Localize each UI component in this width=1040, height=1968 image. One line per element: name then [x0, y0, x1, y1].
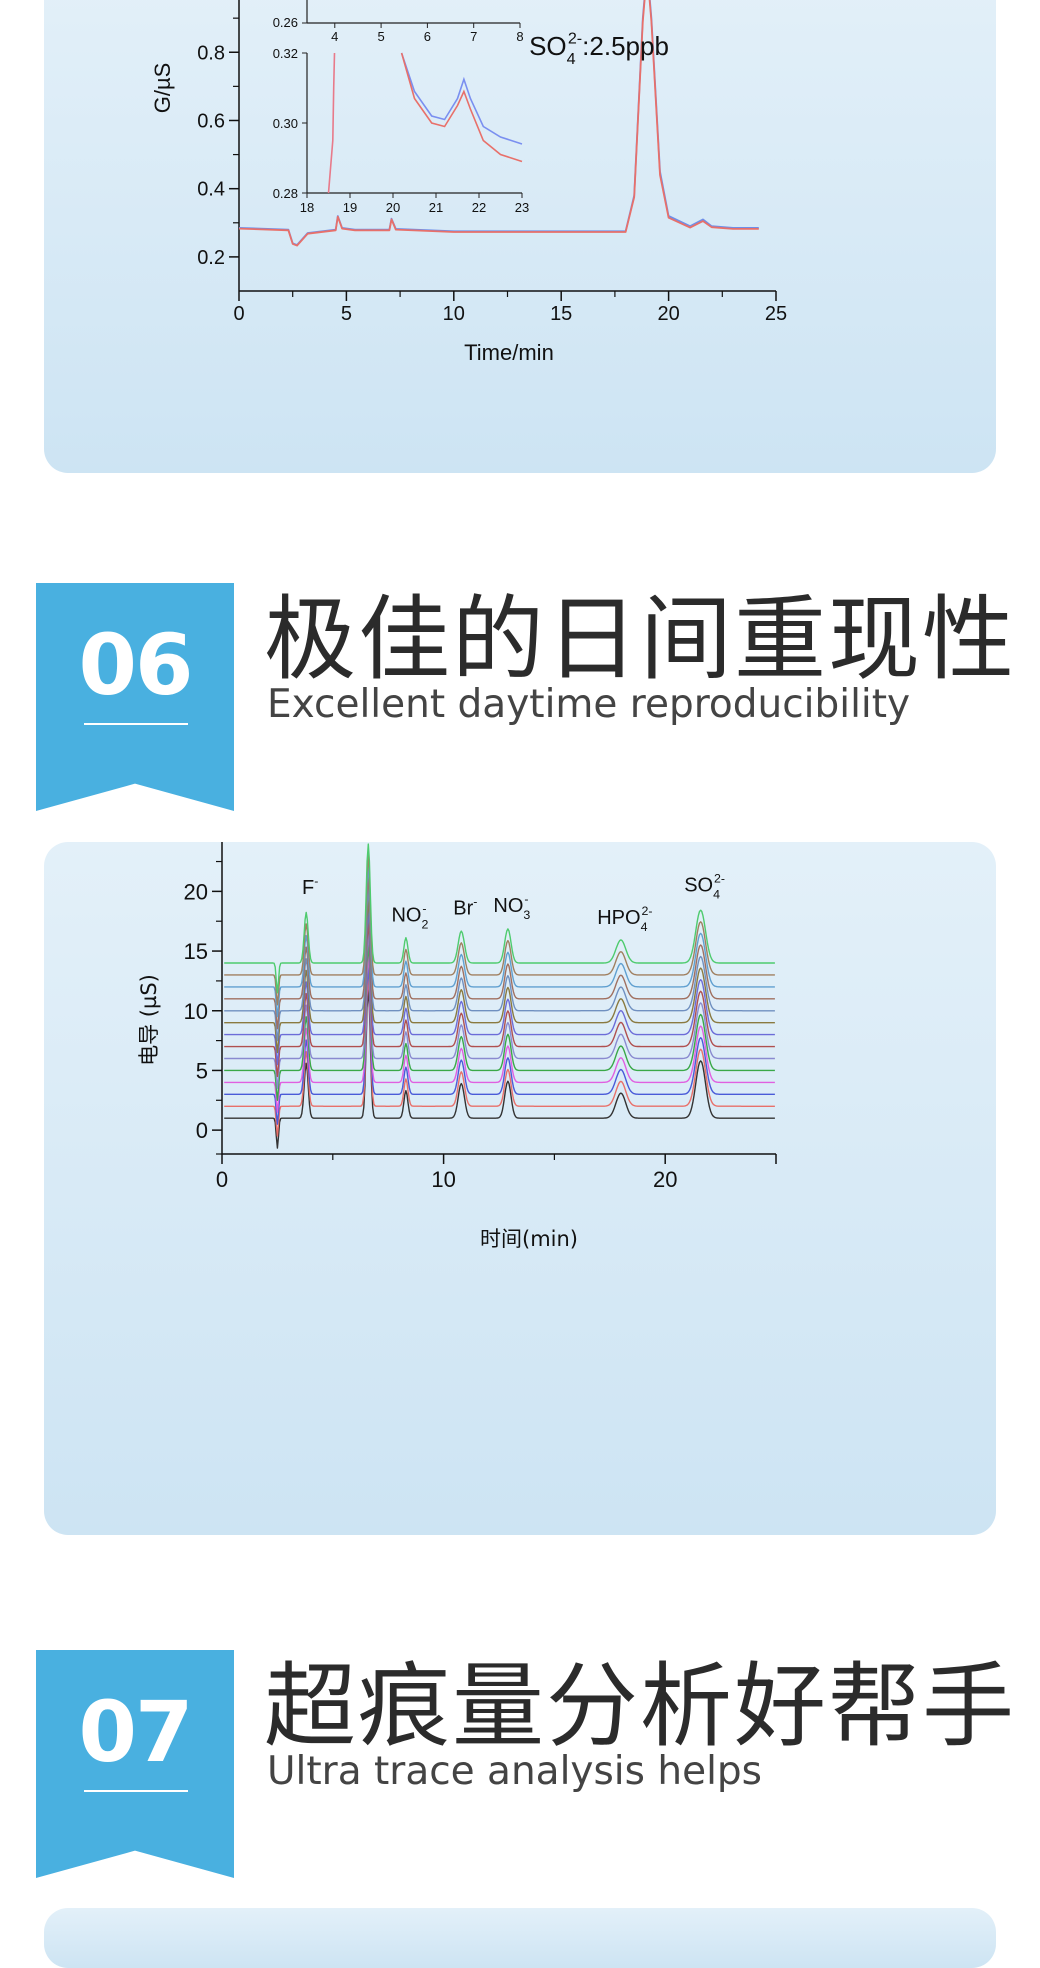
series-line — [224, 888, 775, 1042]
inset2-series-line — [400, 52, 523, 163]
inset2-x-tick-label: 21 — [429, 200, 443, 215]
series-line — [224, 843, 775, 994]
peak-label: SO42- — [684, 872, 725, 902]
chromatogram-panel-1: 0 5 10 15 20 25 0.2 0.4 0.6 0.8 Time/min G/µS 4 5 6 7 8 0… — [44, 0, 996, 473]
section-title: 极佳的日间重现性 — [264, 586, 1017, 693]
section-title: 超痕量分析好帮手 — [264, 1653, 1017, 1760]
inset2-series-line — [327, 52, 336, 194]
reproducibility-chart: 01020051015202530时间(min)电导 (µS)连续进样14次重复… — [137, 842, 777, 1251]
x-tick-label: 15 — [550, 303, 572, 325]
series-line — [224, 865, 775, 1018]
y-tick-label: 0.2 — [197, 247, 225, 269]
inset2-annotation: SO42-:2.5ppb — [529, 29, 669, 68]
y-axis-label: 电导 (µS) — [137, 974, 161, 1066]
peak-label: Br- — [453, 894, 477, 919]
series-line — [224, 943, 775, 1101]
series-line — [224, 854, 775, 1006]
x-tick-label: 0 — [216, 1167, 228, 1192]
x-tick-label: 0 — [233, 303, 244, 325]
x-tick-label: 20 — [657, 303, 679, 325]
inset2-y-tick-label: 0.28 — [273, 186, 298, 201]
y-axis-label: G/µS — [150, 63, 175, 114]
y-tick-label: 0.8 — [197, 42, 225, 64]
series-line — [224, 966, 775, 1125]
series-line — [224, 988, 775, 1149]
chromatogram-chart-1: 0 5 10 15 20 25 0.2 0.4 0.6 0.8 Time/min G/µS 4 5 6 7 8 0… — [150, 0, 787, 365]
y-tick-label: 25 — [184, 842, 208, 845]
y-tick-label: 15 — [184, 939, 208, 964]
x-tick-label: 10 — [443, 303, 465, 325]
y-tick-label: 0 — [196, 1118, 208, 1143]
peak-label: NO2- — [391, 902, 428, 932]
section-number: 06 — [78, 616, 194, 714]
inset2-y-tick-label: 0.32 — [273, 46, 298, 61]
x-axis-label: Time/min — [464, 340, 554, 365]
section-subtitle: Excellent daytime reproducibility — [267, 682, 911, 727]
series-line — [224, 899, 775, 1054]
series-line — [224, 876, 775, 1030]
series-line — [238, 0, 759, 247]
section-number: 07 — [78, 1683, 194, 1781]
series-line — [224, 955, 775, 1113]
inset1-x-tick-label: 6 — [424, 29, 431, 44]
inset1-x-tick-label: 5 — [377, 29, 384, 44]
inset2-x-tick-label: 18 — [300, 200, 314, 215]
peak-label: NO3- — [493, 892, 530, 922]
inset1-y-tick-label: 0.26 — [273, 15, 298, 30]
series-line — [224, 910, 775, 1066]
x-tick-label: 25 — [765, 303, 787, 325]
ribbon-underline — [84, 723, 188, 725]
y-tick-label: 10 — [184, 999, 208, 1024]
inset2-x-tick-label: 23 — [515, 200, 529, 215]
series-line — [238, 0, 759, 246]
series-line — [224, 932, 775, 1089]
inset1-x-tick-label: 8 — [516, 29, 523, 44]
inset2-series-line — [400, 52, 523, 145]
y-tick-label: 5 — [196, 1058, 208, 1083]
section-subtitle: Ultra trace analysis helps — [267, 1749, 762, 1794]
next-panel-partial — [44, 1908, 996, 1968]
inset2-x-tick-label: 22 — [472, 200, 486, 215]
ribbon-underline — [84, 1790, 188, 1792]
x-tick-label: 10 — [431, 1167, 455, 1192]
series-line — [224, 921, 775, 1078]
inset1-x-tick-label: 4 — [331, 29, 338, 44]
series-line — [224, 977, 775, 1137]
peak-label: HPO42- — [597, 904, 652, 934]
peak-label: F- — [302, 874, 318, 899]
inset1-x-tick-label: 7 — [470, 29, 477, 44]
section-07-header: 07 超痕量分析好帮手 Ultra trace analysis helps — [0, 1650, 1040, 1890]
x-tick-label: 20 — [653, 1167, 677, 1192]
section-number-ribbon: 06 — [36, 583, 234, 811]
y-tick-label: 20 — [184, 879, 208, 904]
inset2-x-tick-label: 20 — [386, 200, 400, 215]
x-tick-label: 5 — [341, 303, 352, 325]
chromatogram-panel-2: 01020051015202530时间(min)电导 (µS)连续进样14次重复… — [44, 842, 996, 1535]
section-06-header: 06 极佳的日间重现性 Excellent daytime reproducib… — [0, 583, 1040, 823]
section-number-ribbon: 07 — [36, 1650, 234, 1878]
x-axis-label: 时间(min) — [480, 1227, 578, 1251]
y-tick-label: 0.4 — [197, 179, 225, 201]
inset2-y-tick-label: 0.30 — [273, 116, 298, 131]
y-tick-label: 0.6 — [197, 110, 225, 132]
inset2-x-tick-label: 19 — [343, 200, 357, 215]
